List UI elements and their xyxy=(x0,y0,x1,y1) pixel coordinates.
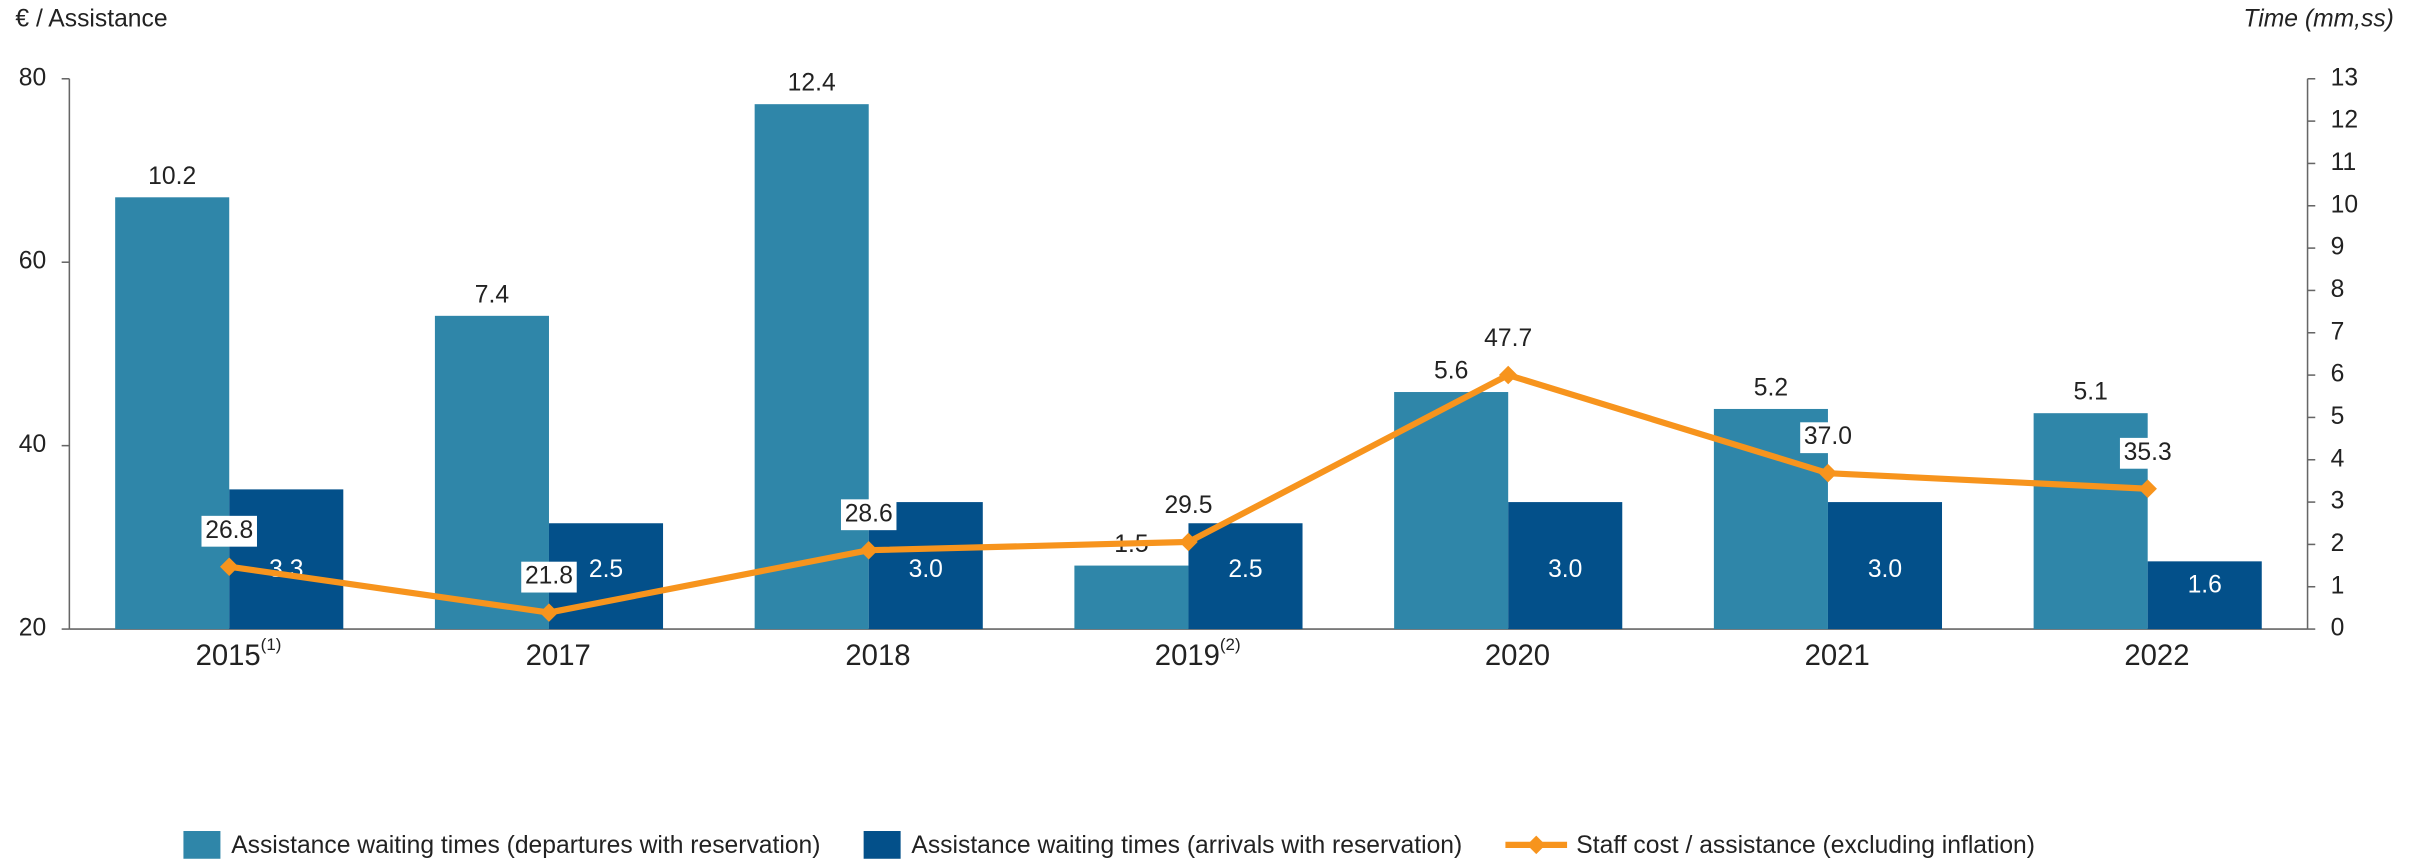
line-value-label: 47.7 xyxy=(1484,325,1532,352)
label-background xyxy=(1480,324,1536,355)
label-background xyxy=(1160,491,1217,522)
category: 2017 xyxy=(526,639,591,672)
y2-tick-label: 9 xyxy=(2331,234,2345,261)
line-value-label: 28.6 xyxy=(845,500,893,527)
y2-tick-label: 8 xyxy=(2331,276,2345,303)
line-marker xyxy=(1818,463,1838,483)
category: 2022 xyxy=(2124,639,2189,672)
y2-tick-label: 1 xyxy=(2331,572,2345,599)
bar-value-label: 5.2 xyxy=(1754,374,1788,401)
x-tick-label: 2017 xyxy=(526,639,591,672)
x-tick-label: 2022 xyxy=(2124,639,2189,672)
bar-value-label: 5.1 xyxy=(2074,379,2108,406)
legend-label: Assistance waiting times (departures wit… xyxy=(231,832,820,859)
y-tick-label: 40 xyxy=(19,431,46,458)
bar xyxy=(1827,502,1943,630)
line-marker xyxy=(859,540,878,560)
bar-value-label: 7.4 xyxy=(475,281,509,308)
legend-label: Assistance waiting times (arrivals with … xyxy=(911,832,1462,859)
line-value-label: 35.3 xyxy=(2124,439,2172,466)
category-note: (1) xyxy=(261,636,282,655)
line-value-label: 26.8 xyxy=(205,517,253,544)
bar-value-label: 5.6 xyxy=(1434,358,1468,385)
bar xyxy=(229,489,344,630)
y2-tick-label: 2 xyxy=(2331,530,2345,557)
bar-value-label: 10.2 xyxy=(148,163,196,190)
y2-tick-label: 12 xyxy=(2331,107,2358,134)
y2-tick-label: 11 xyxy=(2331,149,2357,176)
y2-tick-label: 3 xyxy=(2331,488,2345,515)
y-axis-label: € / Assistance xyxy=(15,6,167,33)
category: 2018 xyxy=(845,639,910,672)
line-marker xyxy=(539,603,559,622)
legend-marker xyxy=(1526,835,1546,855)
bar xyxy=(1394,392,1509,630)
y2-tick-label: 13 xyxy=(2331,64,2358,91)
bar xyxy=(115,197,230,630)
label-background xyxy=(2119,437,2176,469)
label-background xyxy=(521,561,577,593)
y-tick-label: 60 xyxy=(19,248,46,275)
category: 2021 xyxy=(1805,639,1870,672)
y2-tick-label: 6 xyxy=(2331,361,2345,388)
category: 2015 xyxy=(196,639,261,672)
line-value-label: 29.5 xyxy=(1164,492,1212,519)
y2-tick-label: 10 xyxy=(2331,191,2358,218)
bar xyxy=(754,104,869,630)
category-note: (2) xyxy=(1220,636,1241,655)
bar xyxy=(1508,502,1623,630)
y-tick-label: 80 xyxy=(19,64,46,91)
label-background xyxy=(840,499,897,531)
bar xyxy=(2147,561,2262,630)
x-tick-label: 2015(1) xyxy=(196,636,282,672)
bar-value-label: 3.0 xyxy=(1868,556,1902,583)
y2-tick-label: 4 xyxy=(2331,445,2345,472)
label-background xyxy=(201,515,257,547)
x-tick-label: 2020 xyxy=(1485,639,1550,672)
bar-value-label: 3.0 xyxy=(909,556,943,583)
category: 2020 xyxy=(1485,639,1550,672)
line-value-label: 37.0 xyxy=(1804,423,1852,450)
bar-value-label: 2.5 xyxy=(589,556,623,583)
bar-value-label: 12.4 xyxy=(788,70,836,97)
legend-swatch xyxy=(863,831,901,859)
line-marker xyxy=(219,557,239,576)
y-tick-label: 20 xyxy=(19,615,46,642)
bar xyxy=(1074,565,1189,630)
bar-value-label: 1.6 xyxy=(2188,572,2222,599)
bar-value-label: 2.5 xyxy=(1228,556,1262,583)
y2-tick-label: 5 xyxy=(2331,403,2345,430)
y2-tick-label: 0 xyxy=(2331,615,2345,642)
bar-value-label: 3.0 xyxy=(1548,556,1582,583)
x-tick-label: 2021 xyxy=(1805,639,1870,672)
line-marker xyxy=(1498,365,1518,385)
legend-swatch xyxy=(183,831,221,859)
y2-axis-label: Time (mm,ss) xyxy=(2243,6,2393,33)
line-value-label: 21.8 xyxy=(525,563,573,590)
legend-label: Staff cost / assistance (excluding infla… xyxy=(1576,832,2035,859)
label-background xyxy=(1800,422,1856,454)
x-tick-label: 2018 xyxy=(845,639,910,672)
bar xyxy=(1188,523,1303,630)
y2-tick-label: 7 xyxy=(2331,318,2345,345)
x-tick-label: 2019(2) xyxy=(1155,636,1241,672)
category: 2019 xyxy=(1155,639,1220,672)
